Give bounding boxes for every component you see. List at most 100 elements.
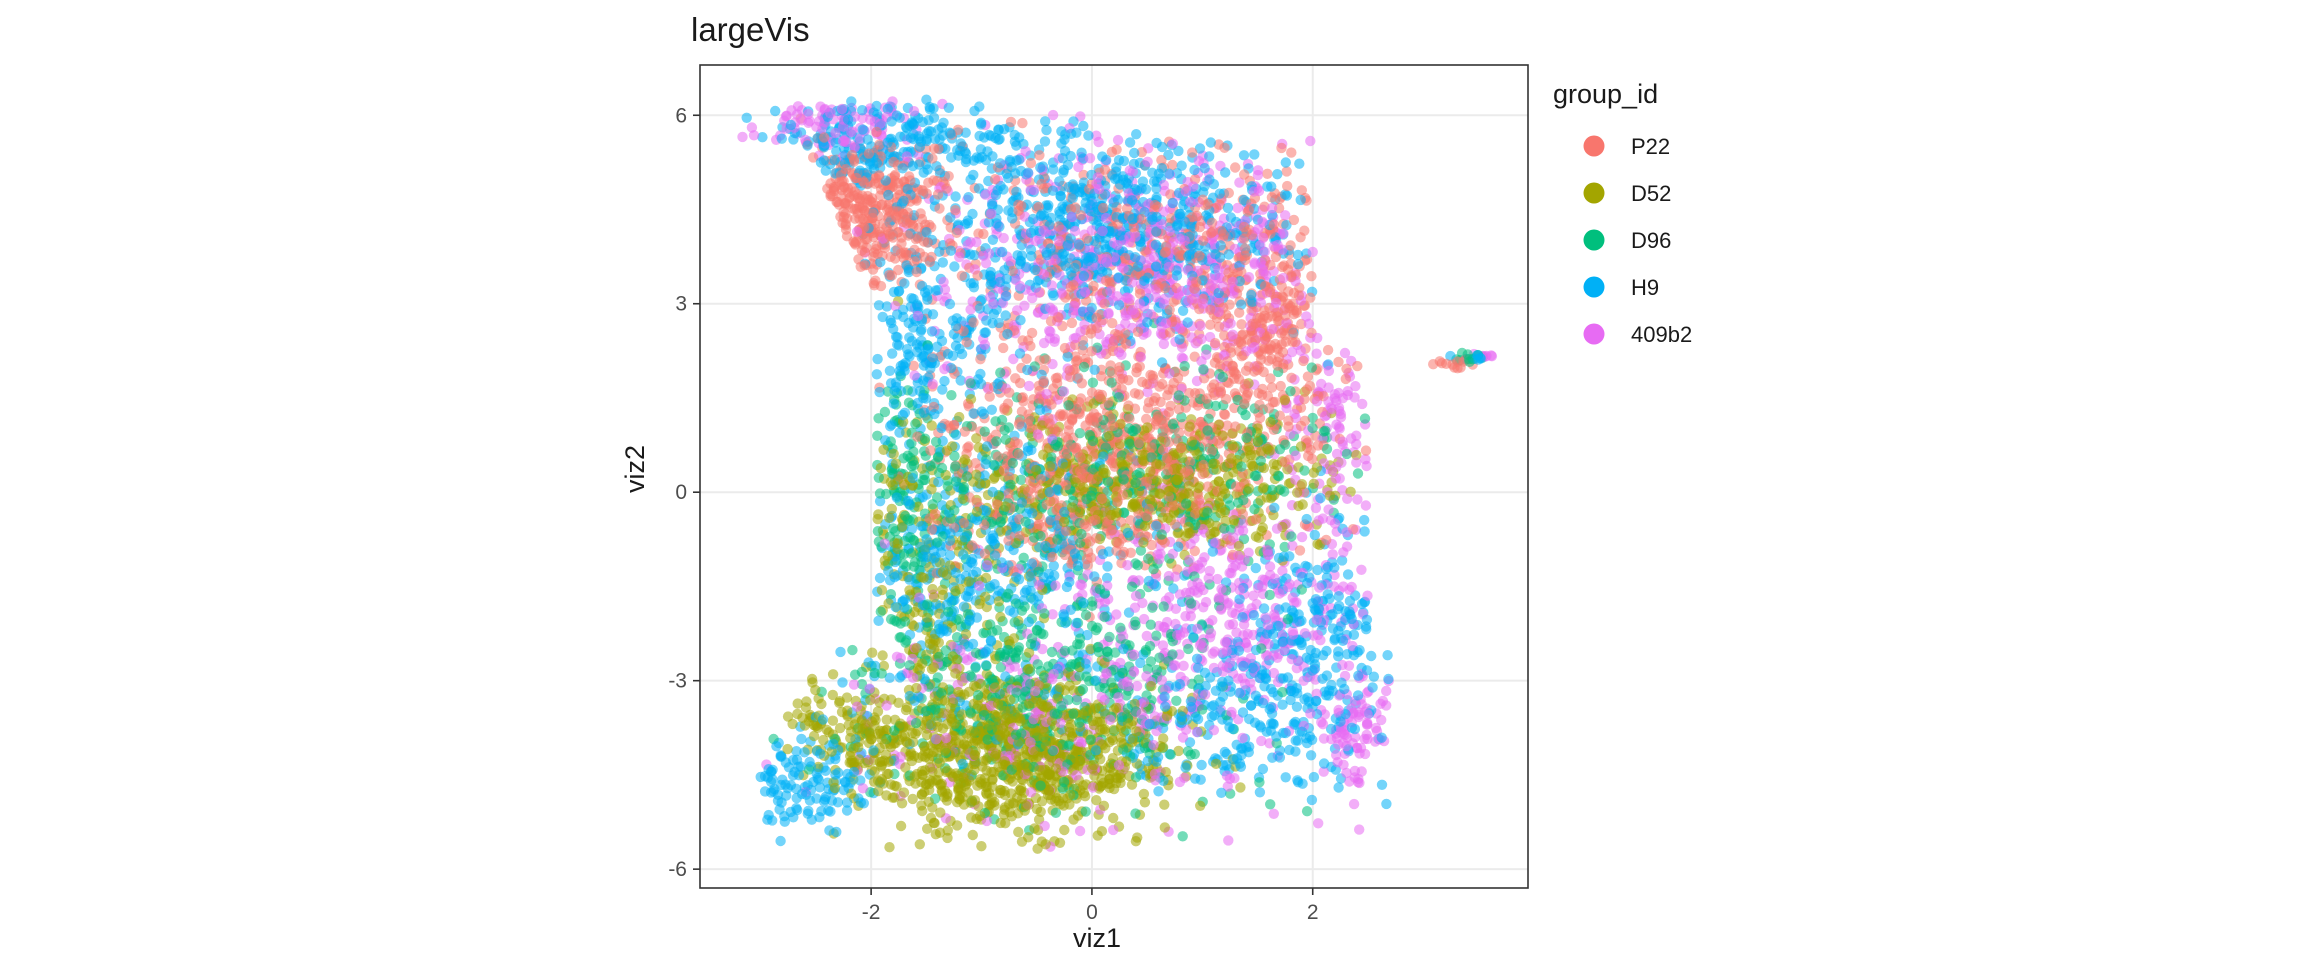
scatter-point xyxy=(1148,176,1160,187)
scatter-point xyxy=(942,825,953,836)
scatter-point xyxy=(1108,812,1119,824)
scatter-point xyxy=(1176,412,1187,423)
scatter-point xyxy=(1254,787,1266,798)
scatter-point xyxy=(950,191,961,202)
scatter-point xyxy=(814,782,826,793)
scatter-point xyxy=(946,152,957,163)
scatter-point xyxy=(1010,373,1021,384)
scatter-point xyxy=(1381,685,1392,697)
scatter-point xyxy=(1280,772,1291,783)
scatter-point xyxy=(1294,158,1305,169)
scatter-point xyxy=(885,315,896,326)
scatter-point xyxy=(907,793,918,805)
scatter-point xyxy=(1294,545,1306,556)
scatter-point xyxy=(1017,117,1028,129)
scatter-point xyxy=(1312,564,1323,576)
scatter-point xyxy=(1356,598,1368,610)
scatter-point xyxy=(1244,713,1255,725)
scatter-point xyxy=(1111,162,1122,173)
scatter-point xyxy=(1092,622,1103,633)
scatter-point xyxy=(1313,818,1324,829)
scatter-point xyxy=(998,342,1009,354)
scatter-point xyxy=(1165,749,1176,760)
scatter-point xyxy=(1254,777,1265,788)
scatter-point xyxy=(1333,651,1344,662)
scatter-point xyxy=(1342,569,1354,580)
scatter-point xyxy=(1107,318,1118,329)
scatter-point xyxy=(867,647,878,658)
scatter-point xyxy=(1048,560,1060,571)
scatter-point xyxy=(1230,162,1241,173)
scatter-point xyxy=(1321,443,1333,455)
scatter-point xyxy=(841,805,853,816)
scatter-point xyxy=(888,156,899,168)
scatter-point xyxy=(1196,759,1207,771)
scatter-point xyxy=(1337,485,1348,496)
scatter-point xyxy=(1249,149,1260,160)
scatter-point xyxy=(1046,451,1057,463)
scatter-point xyxy=(921,729,933,741)
scatter-point xyxy=(979,426,990,437)
scatter-point xyxy=(1014,132,1025,143)
scatter-point xyxy=(1223,187,1235,199)
scatter-point xyxy=(1135,545,1147,556)
scatter-point xyxy=(1096,826,1108,837)
scatter-point xyxy=(985,619,996,630)
scatter-point xyxy=(1279,486,1290,497)
plot-panel xyxy=(699,64,1529,889)
scatter-point xyxy=(1352,494,1363,505)
scatter-point xyxy=(1267,752,1278,763)
scatter-point xyxy=(1279,541,1290,553)
scatter-point xyxy=(1047,109,1059,121)
scatter-point xyxy=(1354,824,1365,835)
scatter-point xyxy=(1030,264,1041,276)
scatter-point xyxy=(1180,611,1191,622)
scatter-point xyxy=(906,438,917,449)
scatter-point xyxy=(960,629,972,640)
scatter-point xyxy=(949,261,960,272)
scatter-point xyxy=(1062,351,1073,362)
scatter-point xyxy=(1238,150,1250,161)
scatter-point xyxy=(1203,573,1214,584)
scatter-point xyxy=(1059,824,1070,836)
scatter-point xyxy=(1159,822,1171,833)
scatter-point xyxy=(1091,795,1102,806)
scatter-point xyxy=(1153,786,1164,797)
scatter-point xyxy=(1302,371,1314,382)
scatter-point xyxy=(1080,658,1091,669)
scatter-point xyxy=(1177,831,1188,842)
scatter-point xyxy=(1339,347,1351,359)
scatter-point xyxy=(1080,609,1092,621)
scatter-point xyxy=(1023,380,1035,392)
scatter-point xyxy=(1113,299,1125,311)
scatter-point xyxy=(746,122,758,133)
scatter-point xyxy=(774,804,785,815)
scatter-point xyxy=(1445,350,1456,362)
scatter-point xyxy=(976,841,987,852)
scatter-point xyxy=(1147,602,1158,613)
scatter-point xyxy=(963,441,974,452)
scatter-point xyxy=(942,832,953,844)
scatter-point xyxy=(1339,683,1350,695)
scatter-point xyxy=(905,301,917,312)
scatter-point xyxy=(1207,615,1218,626)
scatter-point xyxy=(757,132,768,143)
scatter-point xyxy=(1375,698,1386,709)
scatter-point xyxy=(842,705,853,716)
scatter-point xyxy=(1322,344,1334,356)
scatter-point xyxy=(1208,725,1220,736)
scatter-point xyxy=(887,792,898,803)
scatter-point xyxy=(978,228,989,240)
scatter-point xyxy=(1222,420,1233,431)
scatter-point xyxy=(1195,800,1206,811)
scatter-point xyxy=(1040,116,1051,127)
scatter-point xyxy=(937,500,948,511)
scatter-point xyxy=(1103,309,1114,320)
scatter-point xyxy=(1264,561,1276,572)
scatter-point xyxy=(835,646,846,658)
scatter-point xyxy=(1275,380,1286,392)
scatter-point xyxy=(801,696,812,707)
scatter-point xyxy=(1296,185,1308,196)
scatter-point xyxy=(1026,327,1038,339)
scatter-point xyxy=(958,601,970,612)
